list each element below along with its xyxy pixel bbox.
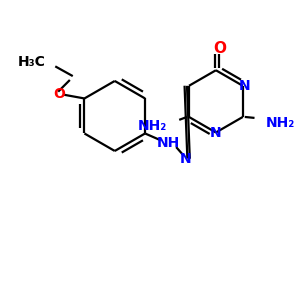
Text: O: O bbox=[53, 87, 65, 100]
Text: N: N bbox=[239, 79, 250, 93]
Text: NH₂: NH₂ bbox=[266, 116, 296, 130]
Text: N: N bbox=[210, 127, 222, 140]
Text: H₃C: H₃C bbox=[18, 56, 46, 70]
Text: N: N bbox=[180, 152, 192, 166]
Text: NH: NH bbox=[157, 136, 180, 150]
Text: O: O bbox=[213, 41, 226, 56]
Text: NH₂: NH₂ bbox=[137, 119, 166, 133]
